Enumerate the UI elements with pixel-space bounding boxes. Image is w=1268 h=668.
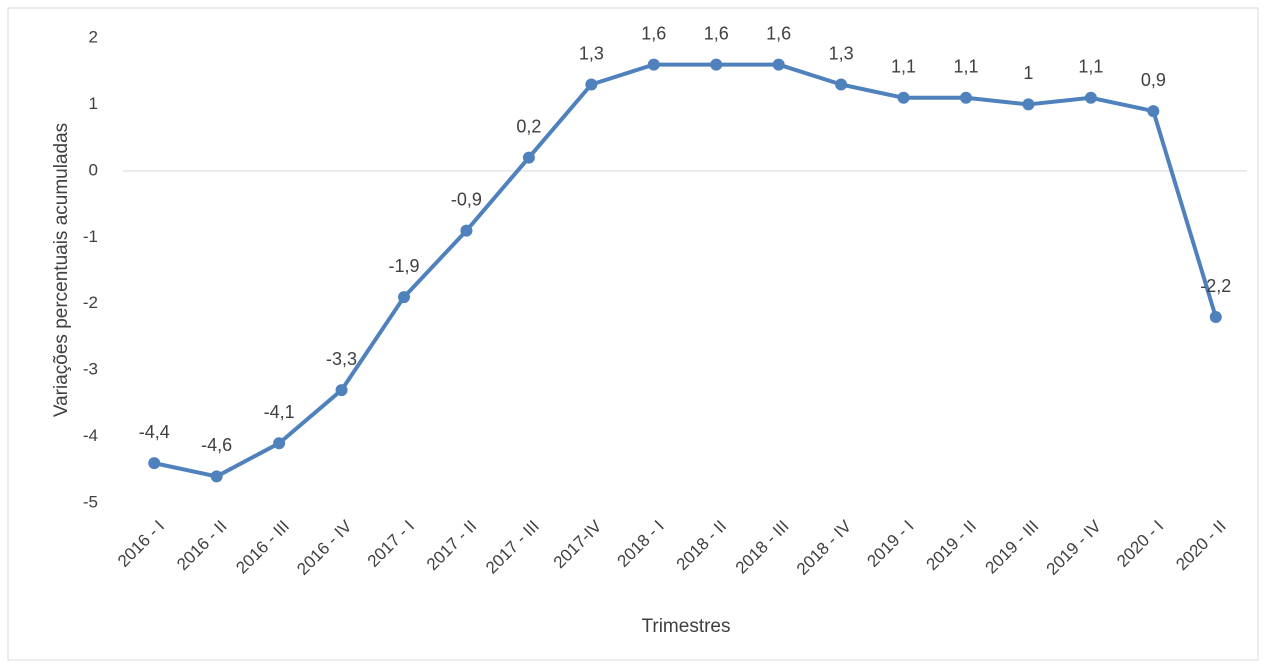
series-line <box>153 62 1218 479</box>
data-point <box>585 78 598 91</box>
data-label: -3,3 <box>326 349 357 369</box>
data-label: -1,9 <box>388 256 419 276</box>
data-label: -4,4 <box>139 422 170 442</box>
y-tick-label: 2 <box>89 27 98 46</box>
y-tick-label: -2 <box>83 293 98 312</box>
data-point <box>960 91 972 104</box>
data-label: 0,9 <box>1141 70 1166 90</box>
y-tick-label: -5 <box>83 492 98 511</box>
data-label: 1,1 <box>1078 57 1103 77</box>
data-point <box>273 437 286 450</box>
data-label: 1 <box>1023 63 1033 83</box>
data-point <box>522 151 535 164</box>
x-axis-title: Trimestres <box>641 616 730 637</box>
data-point <box>210 470 223 483</box>
data-point <box>460 224 473 237</box>
data-point <box>398 291 410 304</box>
data-label: -2,2 <box>1200 276 1231 296</box>
chart-border <box>7 7 1259 661</box>
data-label: 1,1 <box>953 57 978 77</box>
data-point <box>1084 91 1097 104</box>
data-point <box>1022 98 1035 111</box>
data-label: 1,6 <box>766 23 791 43</box>
data-point <box>335 384 348 397</box>
y-tick-label: -4 <box>83 426 98 445</box>
data-label: 1,3 <box>829 43 854 63</box>
data-label: -4,1 <box>264 402 295 422</box>
data-label: 1,1 <box>891 57 916 77</box>
data-point <box>148 457 161 470</box>
data-point <box>897 91 910 104</box>
y-axis-title: Variações percentuais acumuladas <box>51 123 72 417</box>
y-tick-label: 0 <box>89 160 98 179</box>
y-tick-label: -3 <box>83 360 98 379</box>
data-label: 0,2 <box>516 116 541 136</box>
data-label: 1,6 <box>704 23 729 43</box>
data-point <box>772 58 785 71</box>
data-label: 1,3 <box>579 43 604 63</box>
data-point <box>1209 311 1222 323</box>
data-point <box>710 58 723 71</box>
y-tick-label: 1 <box>89 94 98 113</box>
data-label: -4,6 <box>201 435 232 455</box>
y-tick-label: -1 <box>83 227 98 246</box>
data-point <box>835 78 848 91</box>
data-point <box>647 58 660 71</box>
data-label: -0,9 <box>451 189 482 209</box>
data-label: 1,6 <box>641 23 666 43</box>
data-point <box>1147 105 1160 118</box>
